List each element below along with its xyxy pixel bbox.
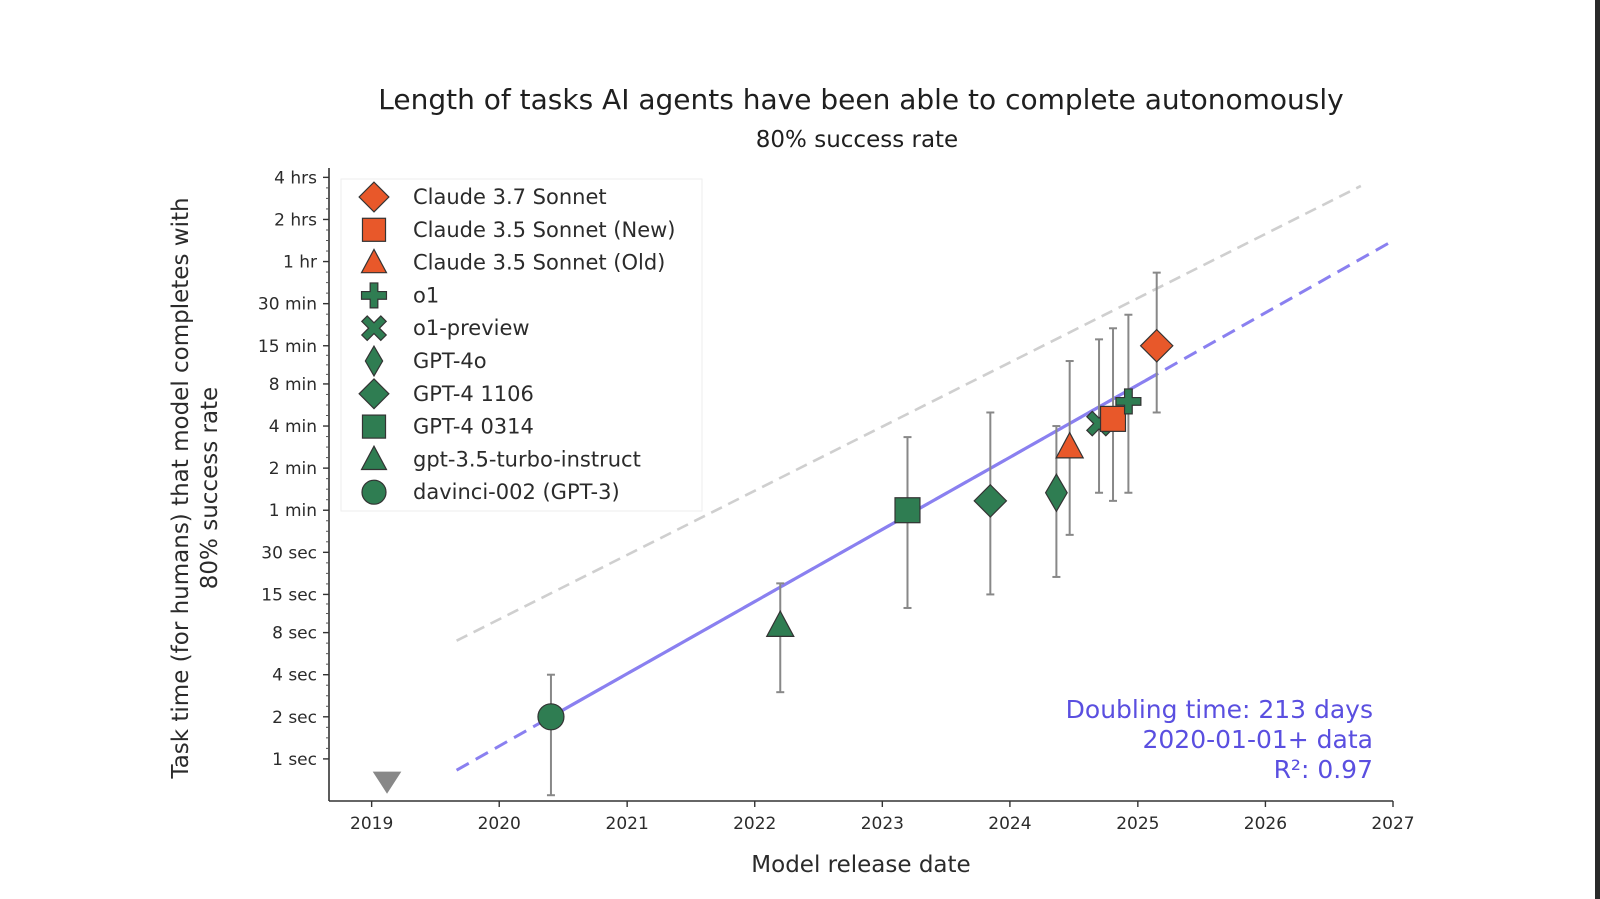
point-davinci-002-gpt-3: [537, 703, 565, 731]
annotation-line-1: Doubling time: 213 days: [1066, 695, 1373, 724]
y-axis-label: Task time (for humans) that model comple…: [168, 197, 223, 779]
y-tick-label-30-min: 30 min: [258, 295, 317, 315]
x-tick-label-2024: 2024: [988, 814, 1031, 834]
y-axis-label-line-2: 80% success rate: [197, 387, 223, 589]
y-tick-label-4-sec: 4 sec: [272, 666, 317, 686]
x-tick-label-2021: 2021: [606, 814, 649, 834]
legend-marker-o1-preview-shape: [360, 315, 388, 342]
y-tick-label-1-sec: 1 sec: [272, 750, 317, 770]
point-gpt-4-1106: [973, 483, 1008, 518]
legend-marker-o1-preview: [360, 315, 388, 342]
x-tick-label-2019: 2019: [350, 814, 393, 834]
screen-edge: [1595, 0, 1600, 899]
chart-subtitle: 80% success rate: [756, 127, 958, 153]
point-claude-3-5-sonnet-old: [1055, 431, 1085, 459]
point-claude-3-7-sonnet: [1139, 328, 1174, 363]
y-tick-label-2-hrs: 2 hrs: [274, 210, 317, 230]
point-claude-3-5-sonnet-new: [1099, 405, 1127, 432]
x-axis-label: Model release date: [751, 852, 970, 878]
chart-title: Length of tasks AI agents have been able…: [378, 83, 1343, 116]
x-tick-label-2020: 2020: [478, 814, 521, 834]
legend-label-claude-3-7-sonnet: Claude 3.7 Sonnet: [413, 185, 607, 209]
legend-marker-gpt-4-0314: [361, 414, 387, 439]
x-tick-label-2022: 2022: [733, 814, 776, 834]
below-range-marker: [372, 771, 402, 794]
y-tick-label-1-hr: 1 hr: [283, 253, 317, 273]
legend-label-gpt-4-0314: GPT-4 0314: [413, 415, 534, 439]
annotation-line-2: 2020-01-01+ data: [1143, 725, 1374, 754]
legend-marker-claude-3-7-sonnet: [358, 181, 390, 213]
legend-label-claude-3-5-sonnet-old: Claude 3.5 Sonnet (Old): [413, 251, 665, 275]
legend-marker-gpt-3-5-turbo-instruct: [360, 444, 388, 471]
legend-marker-o1: [360, 282, 388, 309]
y-tick-label-30-sec: 30 sec: [261, 543, 317, 563]
point-gpt-3-5-turbo-instruct: [765, 609, 795, 637]
legend-marker-claude-3-5-sonnet-new: [361, 217, 387, 242]
legend-label-o1-preview: o1-preview: [413, 316, 530, 340]
y-tick-label-8-min: 8 min: [269, 375, 317, 395]
y-tick-label-2-min: 2 min: [269, 459, 317, 479]
x-tick-label-2025: 2025: [1116, 814, 1159, 834]
annotation-line-3: R²: 0.97: [1274, 755, 1373, 784]
legend-marker-claude-3-5-sonnet-old: [360, 248, 388, 274]
y-tick-label-4-hrs: 4 hrs: [274, 168, 317, 188]
legend-label-gpt-4o: GPT-4o: [413, 349, 487, 373]
legend-marker-davinci-002-gpt-3: [361, 479, 387, 505]
y-tick-label-15-sec: 15 sec: [261, 585, 317, 605]
y-tick-label-2-sec: 2 sec: [272, 708, 317, 728]
x-tick-label-2026: 2026: [1244, 814, 1287, 834]
point-gpt-4o: [1044, 472, 1068, 513]
legend-label-claude-3-5-sonnet-new: Claude 3.5 Sonnet (New): [413, 218, 676, 242]
point-o1: [1115, 388, 1142, 415]
x-tick-label-2023: 2023: [861, 814, 904, 834]
axes: 1 sec 2 sec 4 sec 8 sec 15 sec 30 sec 1 min 2 m…: [258, 168, 1415, 834]
legend-marker-gpt-4-1106: [358, 378, 390, 410]
x-tick-label-2027: 2027: [1371, 814, 1414, 834]
y-axis-label-line-1: Task time (for humans) that model comple…: [168, 197, 194, 779]
legend-marker-gpt-4o: [364, 344, 384, 378]
legend-box: [340, 178, 703, 512]
legend-label-gpt-4-1106: GPT-4 1106: [413, 382, 534, 406]
legend-label-gpt-3-5-turbo-instruct: gpt-3.5-turbo-instruct: [413, 447, 641, 471]
y-tick-label-1-min: 1 min: [269, 501, 317, 521]
y-tick-label-15-min: 15 min: [258, 337, 317, 357]
data-points: [372, 271, 1174, 797]
point-gpt-4-0314: [894, 497, 921, 524]
legend-label-davinci-002-gpt-3: davinci-002 (GPT-3): [413, 480, 620, 504]
y-tick-label-4-min: 4 min: [269, 417, 317, 437]
reference-trend-line: [455, 184, 1362, 642]
legend-label-o1: o1: [413, 283, 439, 307]
legend: Claude 3.7 Sonnet Claude 3.5 Sonnet (New)…: [340, 178, 703, 512]
y-tick-label-8-sec: 8 sec: [272, 624, 317, 644]
